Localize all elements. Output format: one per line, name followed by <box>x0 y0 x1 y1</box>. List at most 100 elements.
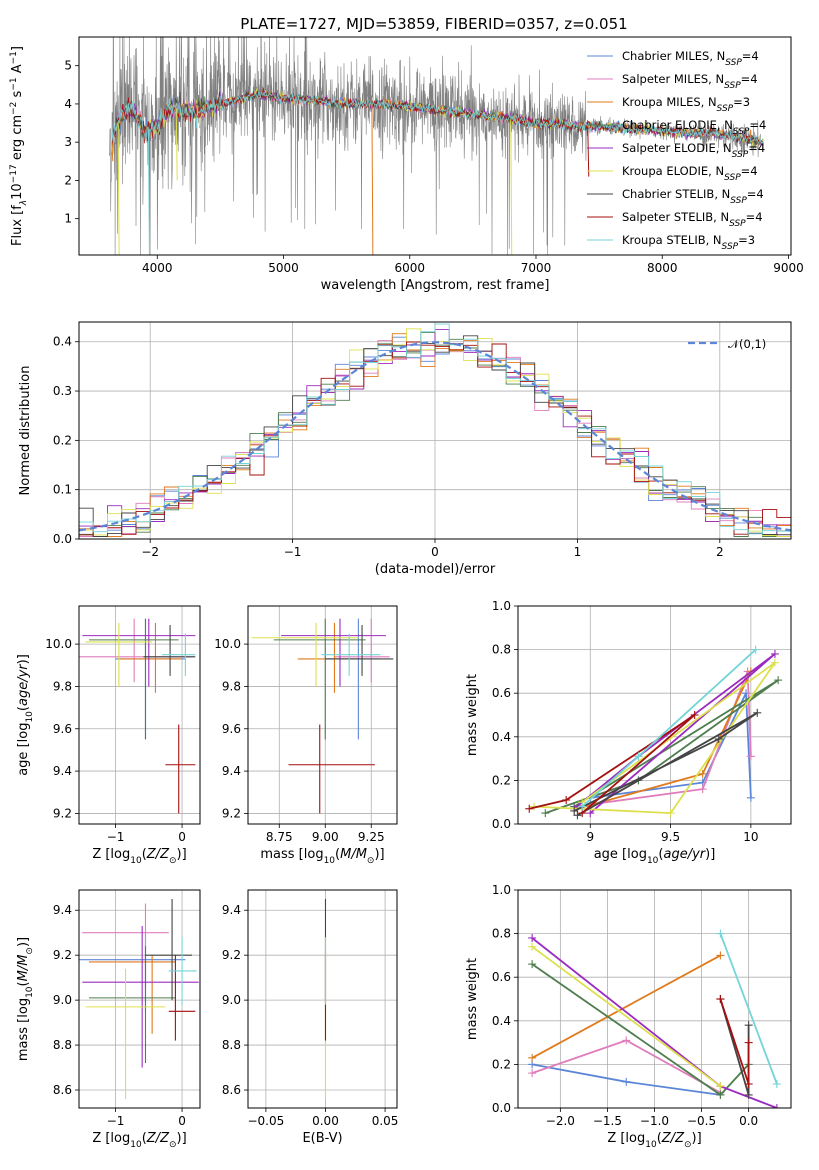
y-tick-label: 0.1 <box>53 483 72 497</box>
y-tick-label: 8.8 <box>53 1038 72 1052</box>
x-tick-label: 0.05 <box>372 1114 399 1128</box>
y-tick-label: 9.6 <box>222 722 241 736</box>
x-tick-label: 0.00 <box>312 1114 339 1128</box>
y-tick-label: 9.4 <box>222 764 241 778</box>
legend-label: Chabrier STELIB, NSSP=4 <box>622 187 764 206</box>
legend-label: Kroupa MILES, NSSP=3 <box>622 95 750 114</box>
y-tick-label: 0.4 <box>492 730 511 744</box>
y-tick-label: 3 <box>64 135 72 149</box>
mass_vs_EBV-grid <box>248 890 397 1108</box>
legend-label: Salpeter STELIB, NSSP=4 <box>622 210 763 229</box>
legend-label: Kroupa ELODIE, NSSP=4 <box>622 164 758 183</box>
y-tick-label: 9.0 <box>222 993 241 1007</box>
mass_vs_EBV-frame <box>247 889 398 1109</box>
y-tick-label: 0.6 <box>492 970 511 984</box>
legend-label: Chabrier MILES, NSSP=4 <box>622 49 759 68</box>
weight_vs_age-y-axis-label: mass weight <box>465 674 480 756</box>
y-tick-label: 0.8 <box>492 927 511 941</box>
y-tick-label: 9.2 <box>53 806 72 820</box>
residuals-legend: 𝒩(0,1) <box>688 337 766 351</box>
spectrum-x-axis-label: wavelength [Angstrom, rest frame] <box>321 278 550 293</box>
y-tick-label: 0.0 <box>53 532 72 546</box>
weight_vs_Z-grid <box>518 890 791 1108</box>
x-tick-label: 0 <box>431 545 439 559</box>
y-tick-label: 8.8 <box>222 1038 241 1052</box>
y-tick-label: 0.6 <box>492 686 511 700</box>
spectrum-model-line <box>111 91 764 145</box>
x-tick-label: 0 <box>178 830 186 844</box>
y-tick-label: 0.3 <box>53 384 72 398</box>
weight_vs_Z-y-axis-label: mass weight <box>465 958 480 1040</box>
weight_vs_Z-panel: −2.0 −1.5 −1.0 −0.5 0.0 0.0 0.2 0.4 0.6 0.8 1.0 Z [… <box>465 883 792 1150</box>
y-tick-label: 1 <box>64 212 72 226</box>
y-tick-label: 0.2 <box>492 1057 511 1071</box>
x-tick-label: 9 <box>586 830 594 844</box>
x-tick-label: 4000 <box>142 261 173 275</box>
age_vs_mass-plot-area <box>248 606 397 824</box>
legend-label: 𝒩(0,1) <box>728 337 766 351</box>
mass_vs_EBV-plot-area <box>248 890 397 1108</box>
spectrum-frame <box>78 36 792 256</box>
y-tick-label: 2 <box>64 173 72 187</box>
x-tick-label: 7000 <box>521 261 552 275</box>
legend-label: Kroupa STELIB, NSSP=3 <box>622 233 755 252</box>
x-tick-label: 9000 <box>773 261 804 275</box>
mass_vs_EBV-panel: −0.05 0.00 0.05 8.6 8.8 9.0 9.2 9.4 E(B-V) <box>222 889 399 1146</box>
x-tick-label: 5000 <box>268 261 299 275</box>
normal-curve <box>79 341 791 532</box>
x-tick-label: 8.75 <box>266 830 293 844</box>
y-tick-label: 0.0 <box>492 817 511 831</box>
residual-histogram <box>79 341 791 536</box>
y-tick-label: 0.8 <box>492 643 511 657</box>
residuals-frame <box>78 321 792 540</box>
x-tick-label: −0.05 <box>247 1114 284 1128</box>
spectrum-panel: 4000 5000 6000 7000 8000 9000 1 2 3 4 5 wavelength … <box>9 36 804 293</box>
y-tick-label: 9.4 <box>53 903 72 917</box>
age_vs_Z-y-axis-label: age [log10(age/yr)] <box>16 654 35 776</box>
weight-line <box>531 963 750 1097</box>
x-tick-label: 6000 <box>394 261 425 275</box>
weight_vs_Z-x-axis-label: Z [log10(Z/Z⊙)] <box>607 1131 701 1150</box>
mass_vs_Z-y-axis-label: mass [log10(M/M⊙)] <box>16 937 35 1061</box>
x-tick-label: 1 <box>574 545 582 559</box>
y-tick-label: 0.4 <box>53 335 72 349</box>
x-tick-label: 9.00 <box>312 830 339 844</box>
x-tick-label: −1 <box>284 545 302 559</box>
x-tick-label: 8000 <box>647 261 678 275</box>
spectrum-legend: Chabrier MILES, NSSP=4 Salpeter MILES, NS… <box>587 49 766 252</box>
weight-line <box>545 679 779 814</box>
x-tick-label: 9.25 <box>358 830 385 844</box>
y-tick-label: 9.8 <box>53 679 72 693</box>
y-tick-label: 0.0 <box>492 1101 511 1115</box>
x-tick-label: −0.5 <box>687 1114 716 1128</box>
spectrum-dip <box>117 122 120 255</box>
y-tick-label: 0.4 <box>492 1014 511 1028</box>
x-tick-label: −1 <box>107 830 125 844</box>
legend-label: Salpeter ELODIE, NSSP=4 <box>622 141 765 160</box>
spectrum-dip <box>371 103 374 255</box>
weight_vs_Z-frame <box>517 889 792 1109</box>
y-tick-label: 10.0 <box>214 637 241 651</box>
y-tick-label: 0.2 <box>492 773 511 787</box>
x-tick-label: −2.0 <box>546 1114 575 1128</box>
weight_vs_age-plot-area <box>518 606 791 824</box>
y-tick-label: 5 <box>64 59 72 73</box>
weight-line <box>531 945 721 1087</box>
mass_vs_Z-panel: −1 0 8.6 8.8 9.0 9.2 9.4 Z [log10(Z/Z⊙)] mass [l… <box>16 889 201 1150</box>
weight_vs_age-panel: 9 9.5 10 0.0 0.2 0.4 0.6 0.8 1.0 age [log10(age/y… <box>465 599 792 866</box>
x-tick-label: −1 <box>107 1114 125 1128</box>
y-tick-label: 8.6 <box>222 1083 241 1097</box>
y-tick-label: 9.4 <box>53 764 72 778</box>
weight-line <box>528 714 696 814</box>
y-tick-label: 1.0 <box>492 883 511 897</box>
mass_vs_Z-frame <box>78 889 201 1109</box>
spectrum-plot-area <box>109 37 764 255</box>
mass_vs_EBV-x-axis-label: E(B-V) <box>302 1131 342 1146</box>
weight_vs_age-frame <box>517 605 792 825</box>
x-tick-label: 0.0 <box>739 1114 758 1128</box>
legend-label: Salpeter MILES, NSSP=4 <box>622 72 758 91</box>
y-tick-label: 9.2 <box>53 948 72 962</box>
residuals-y-axis-label: Normed distribution <box>18 366 33 496</box>
spectrum-dip <box>587 126 590 177</box>
